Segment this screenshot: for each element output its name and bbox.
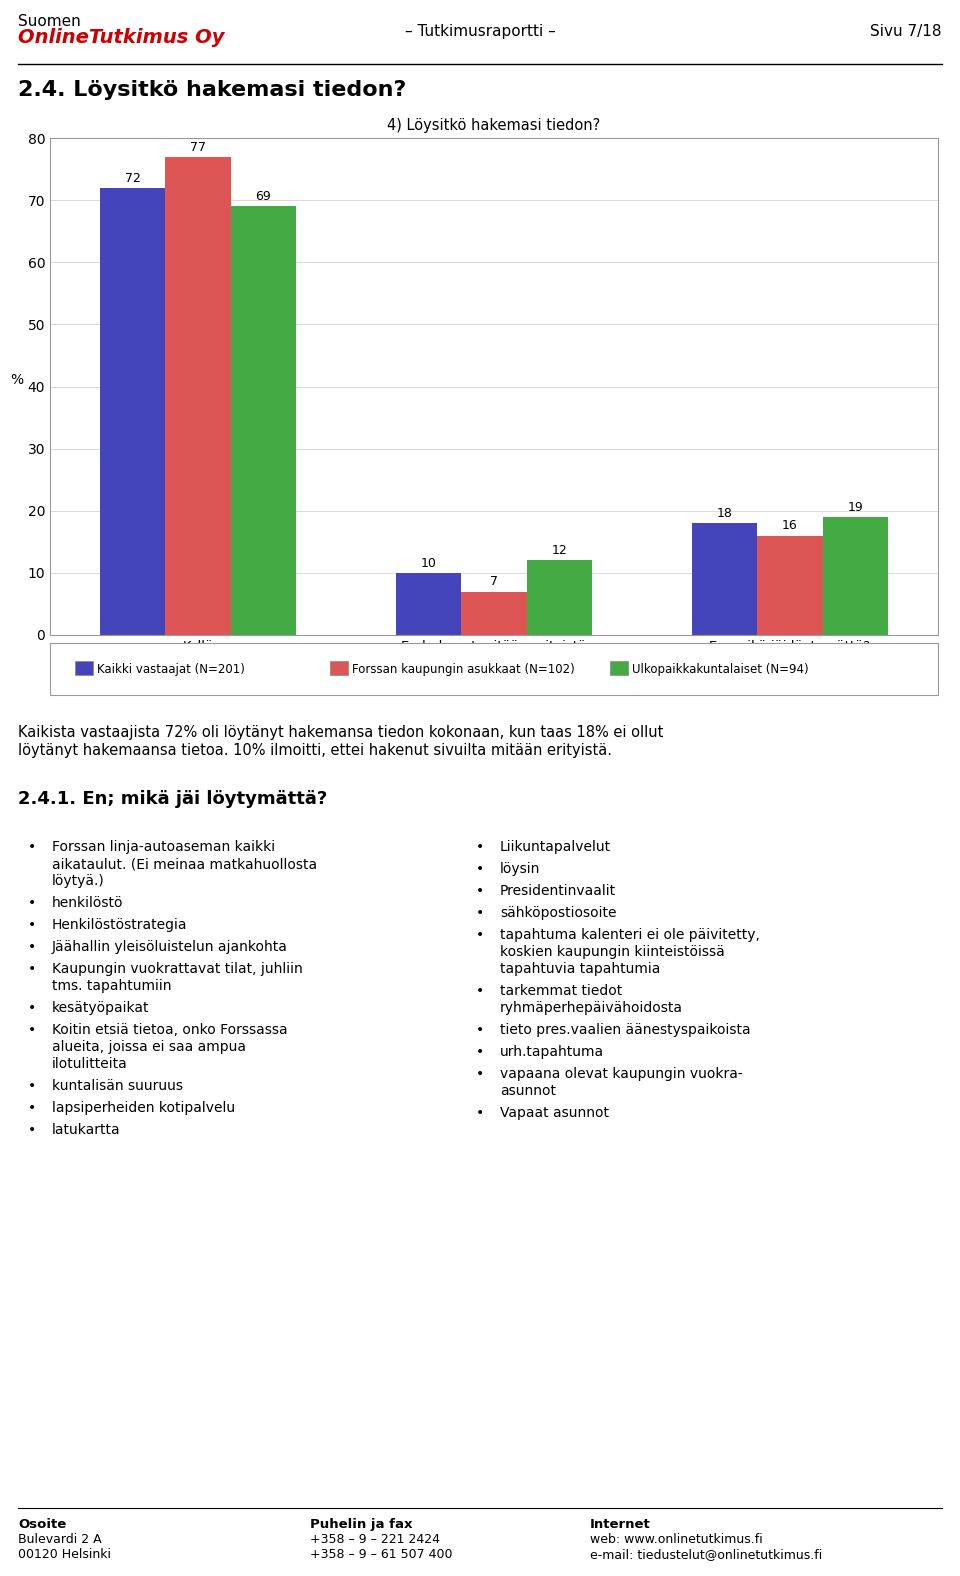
Text: Presidentinvaalit: Presidentinvaalit	[500, 884, 616, 898]
Text: •: •	[28, 961, 36, 976]
Text: sähköpostiosoite: sähköpostiosoite	[500, 906, 616, 920]
Bar	[165, 156, 230, 635]
Bar	[692, 523, 757, 635]
Text: •: •	[28, 1124, 36, 1136]
Text: 72: 72	[125, 172, 141, 184]
Text: Forssan linja-autoaseman kaikki: Forssan linja-autoaseman kaikki	[52, 840, 276, 854]
Text: •: •	[28, 1001, 36, 1015]
Text: •: •	[476, 1023, 484, 1037]
Text: Puhelin ja fax: Puhelin ja fax	[310, 1518, 413, 1530]
Text: 7: 7	[490, 575, 498, 588]
Text: Jäähallin yleisöluistelun ajankohta: Jäähallin yleisöluistelun ajankohta	[52, 939, 288, 953]
Text: •: •	[28, 1023, 36, 1037]
Text: •: •	[476, 840, 484, 854]
Text: löysin: löysin	[500, 862, 540, 876]
Text: 77: 77	[190, 140, 206, 153]
Text: •: •	[476, 983, 484, 998]
Text: löytänyt hakemaansa tietoa. 10% ilmoitti, ettei hakenut sivuilta mitään erityist: löytänyt hakemaansa tietoa. 10% ilmoitti…	[18, 742, 612, 758]
Text: henkilöstö: henkilöstö	[52, 897, 124, 909]
Bar	[50, 643, 938, 695]
Text: ryhmäperhepäivähoidosta: ryhmäperhepäivähoidosta	[500, 1001, 683, 1015]
Text: OnlineTutkimus Oy: OnlineTutkimus Oy	[18, 28, 225, 47]
Text: •: •	[476, 928, 484, 942]
Text: urh.tapahtuma: urh.tapahtuma	[500, 1045, 604, 1059]
Text: Suomen: Suomen	[18, 14, 81, 28]
Text: Ulkopaikkakuntalaiset (N=94): Ulkopaikkakuntalaiset (N=94)	[632, 663, 808, 676]
Text: alueita, joissa ei saa ampua: alueita, joissa ei saa ampua	[52, 1040, 246, 1054]
Text: 69: 69	[255, 191, 271, 203]
Text: – Tutkimusraportti –: – Tutkimusraportti –	[404, 24, 556, 39]
Title: 4) Löysitkö hakemasi tiedon?: 4) Löysitkö hakemasi tiedon?	[388, 118, 601, 132]
Text: e-mail: tiedustelut@onlinetutkimus.fi: e-mail: tiedustelut@onlinetutkimus.fi	[590, 1548, 823, 1560]
Text: Kaikki vastaajat (N=201): Kaikki vastaajat (N=201)	[97, 663, 245, 676]
Y-axis label: %: %	[10, 372, 23, 386]
Bar	[610, 660, 628, 675]
Text: •: •	[28, 897, 36, 909]
Text: tms. tapahtumiin: tms. tapahtumiin	[52, 979, 172, 993]
Text: Vapaat asunnot: Vapaat asunnot	[500, 1106, 609, 1121]
Text: •: •	[28, 939, 36, 953]
Text: •: •	[476, 862, 484, 876]
Text: 19: 19	[848, 501, 863, 514]
Text: koskien kaupungin kiinteistöissä: koskien kaupungin kiinteistöissä	[500, 946, 725, 960]
Text: •: •	[28, 917, 36, 931]
Text: tapahtuvia tapahtumia: tapahtuvia tapahtumia	[500, 961, 660, 976]
Text: •: •	[476, 1067, 484, 1081]
Text: asunnot: asunnot	[500, 1084, 556, 1098]
Text: web: www.onlinetutkimus.fi: web: www.onlinetutkimus.fi	[590, 1533, 763, 1546]
Text: •: •	[476, 1106, 484, 1121]
Text: •: •	[476, 906, 484, 920]
Bar	[100, 188, 165, 635]
Text: aikataulut. (Ei meinaa matkahuollosta: aikataulut. (Ei meinaa matkahuollosta	[52, 857, 317, 872]
Text: Henkilöstöstrategia: Henkilöstöstrategia	[52, 917, 187, 931]
Bar	[757, 536, 823, 635]
Text: •: •	[28, 1102, 36, 1114]
Text: latukartta: latukartta	[52, 1124, 121, 1136]
Text: 18: 18	[717, 507, 732, 520]
Text: •: •	[476, 884, 484, 898]
Text: •: •	[476, 1045, 484, 1059]
Text: +358 – 9 – 61 507 400: +358 – 9 – 61 507 400	[310, 1548, 452, 1560]
Bar	[75, 660, 93, 675]
Text: 00120 Helsinki: 00120 Helsinki	[18, 1548, 111, 1560]
Text: 10: 10	[420, 556, 437, 571]
Text: Liikuntapalvelut: Liikuntapalvelut	[500, 840, 612, 854]
Text: Kaupungin vuokrattavat tilat, juhliin: Kaupungin vuokrattavat tilat, juhliin	[52, 961, 302, 976]
Text: Forssan kaupungin asukkaat (N=102): Forssan kaupungin asukkaat (N=102)	[352, 663, 575, 676]
Text: lapsiperheiden kotipalvelu: lapsiperheiden kotipalvelu	[52, 1102, 235, 1114]
Text: Sivu 7/18: Sivu 7/18	[871, 24, 942, 39]
Bar	[330, 660, 348, 675]
Text: Osoite: Osoite	[18, 1518, 66, 1530]
Bar	[396, 572, 462, 635]
Text: Internet: Internet	[590, 1518, 651, 1530]
Text: +358 – 9 – 221 2424: +358 – 9 – 221 2424	[310, 1533, 440, 1546]
Text: •: •	[28, 1080, 36, 1094]
Text: kesätyöpaikat: kesätyöpaikat	[52, 1001, 150, 1015]
Text: Kaikista vastaajista 72% oli löytänyt hakemansa tiedon kokonaan, kun taas 18% ei: Kaikista vastaajista 72% oli löytänyt ha…	[18, 725, 663, 741]
Text: 16: 16	[782, 520, 798, 533]
Bar	[823, 517, 888, 635]
Text: löytyä.): löytyä.)	[52, 875, 105, 887]
Text: 2.4.1. En; mikä jäi löytymättä?: 2.4.1. En; mikä jäi löytymättä?	[18, 790, 327, 808]
Text: 12: 12	[551, 544, 567, 558]
Text: kuntalisän suuruus: kuntalisän suuruus	[52, 1080, 183, 1094]
Text: •: •	[28, 840, 36, 854]
Bar	[526, 561, 591, 635]
Text: tarkemmat tiedot: tarkemmat tiedot	[500, 983, 622, 998]
Bar	[230, 206, 296, 635]
Bar	[462, 591, 527, 635]
Text: tieto pres.vaalien äänestyspaikoista: tieto pres.vaalien äänestyspaikoista	[500, 1023, 751, 1037]
Text: ilotulitteita: ilotulitteita	[52, 1057, 128, 1072]
Text: vapaana olevat kaupungin vuokra-: vapaana olevat kaupungin vuokra-	[500, 1067, 743, 1081]
Text: tapahtuma kalenteri ei ole päivitetty,: tapahtuma kalenteri ei ole päivitetty,	[500, 928, 760, 942]
Text: 2.4. Löysitkö hakemasi tiedon?: 2.4. Löysitkö hakemasi tiedon?	[18, 80, 406, 99]
Text: Bulevardi 2 A: Bulevardi 2 A	[18, 1533, 102, 1546]
Text: Koitin etsiä tietoa, onko Forssassa: Koitin etsiä tietoa, onko Forssassa	[52, 1023, 288, 1037]
